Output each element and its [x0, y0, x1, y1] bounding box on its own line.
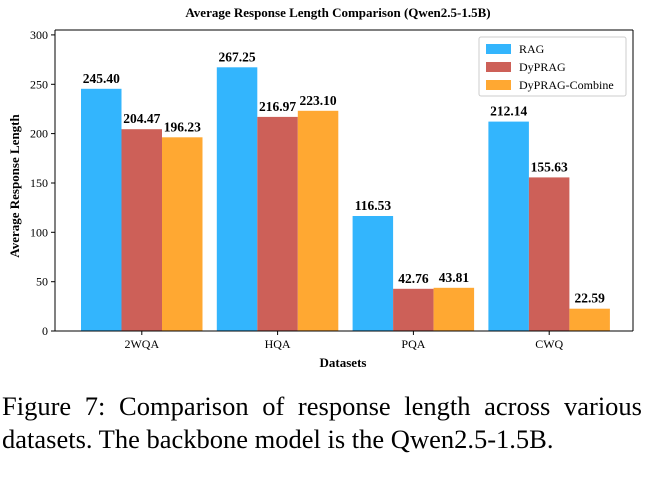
y-tick-label: 0	[42, 324, 48, 338]
y-tick-label: 300	[30, 28, 48, 42]
bar-rag-pqa	[352, 216, 394, 331]
y-tick-label: 100	[30, 225, 48, 239]
bar-rag-2wqa	[81, 88, 122, 331]
y-axis-label: Average Response Length	[7, 114, 22, 258]
chart-title: Average Response Length Comparison (Qwen…	[185, 5, 490, 20]
bars-layer	[81, 67, 610, 332]
bar-dyprag-cwq	[528, 177, 570, 331]
legend: RAG DyPRAG DyPRAG-Combine	[478, 36, 627, 97]
value-label: 116.53	[355, 198, 392, 213]
x-tick-label: PQA	[401, 337, 425, 351]
legend-swatch	[486, 62, 511, 72]
legend-box	[478, 36, 627, 97]
value-labels-layer: 245.40 204.47 196.23 267.25 216.97 223.10 116.…	[83, 49, 605, 305]
value-label: 212.14	[490, 104, 527, 119]
bar-dyprag-combine-hqa	[297, 110, 339, 331]
y-tick-label: 50	[36, 275, 48, 289]
value-label: 216.97	[259, 99, 296, 114]
value-label: 22.59	[575, 291, 606, 306]
value-label: 267.25	[219, 49, 256, 64]
bar-dyprag-combine-2wqa	[162, 137, 203, 331]
axes-layer: 0 50 100 150 200 250 300 2WQA HQA PQA CWQ	[30, 28, 634, 351]
x-tick-label: HQA	[265, 337, 291, 351]
legend-swatch	[486, 44, 511, 54]
figure-caption: Figure 7: Comparison of response length …	[2, 391, 642, 454]
x-axis-label: Datasets	[320, 355, 367, 370]
x-tick-label: CWQ	[535, 337, 563, 351]
bar-dyprag-combine-cwq	[569, 308, 610, 331]
bar-dyprag-2wqa	[121, 129, 162, 331]
bar-dyprag-combine-pqa	[433, 287, 475, 331]
bar-rag-hqa	[216, 67, 258, 332]
y-tick-label: 250	[30, 77, 48, 91]
legend-label: RAG	[519, 42, 545, 56]
value-label: 42.76	[398, 271, 429, 286]
x-tick-label: 2WQA	[124, 337, 159, 351]
value-label: 43.81	[439, 270, 470, 285]
y-tick-label: 150	[30, 176, 48, 190]
y-tick-label: 200	[30, 127, 48, 141]
legend-label: DyPRAG-Combine	[519, 78, 614, 92]
legend-label: DyPRAG	[519, 60, 566, 74]
bar-dyprag-hqa	[257, 116, 298, 332]
value-label: 223.10	[300, 93, 337, 108]
bar-chart: Average Response Length Comparison (Qwen…	[7, 5, 634, 370]
value-label: 204.47	[123, 111, 160, 126]
bar-dyprag-pqa	[393, 288, 434, 331]
value-label: 196.23	[164, 119, 201, 134]
bar-rag-cwq	[488, 121, 529, 331]
legend-swatch	[486, 80, 511, 90]
value-label: 245.40	[83, 71, 120, 86]
value-label: 155.63	[531, 159, 568, 174]
